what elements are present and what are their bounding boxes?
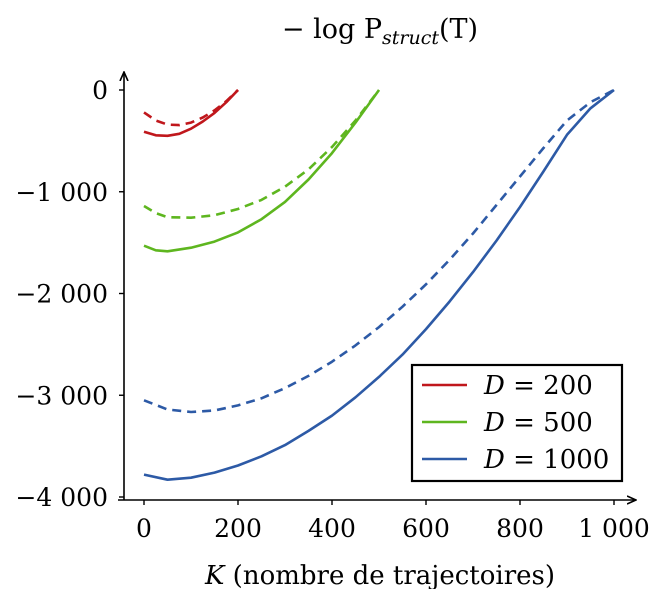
x-axis-label-text: (nombre de trajectoires) [224,561,555,589]
legend-entry-label: D = 500 [483,408,593,438]
title-main: − log P [282,14,382,45]
x-axis-variable: K [204,561,226,589]
series-line-dashed [143,89,381,219]
axis-tick-labels: 0 200 400 600 800 1 000 0 −1 000 −2 000 −3 000 −4 … [15,76,649,543]
y-tick-label: −1 000 [15,178,108,207]
y-tick-label: −3 000 [15,381,108,410]
title-subscript: struct [382,27,439,49]
y-tick-label: 0 [92,76,108,105]
x-tick-label: 600 [402,514,450,543]
chart-title: − log Pstruct(T) [282,14,478,49]
axis-ticks [119,89,615,505]
series-line-dashed [143,89,239,127]
y-tick-label: −2 000 [15,280,108,309]
x-tick-label: 200 [214,514,262,543]
legend-entry-label: D = 1000 [483,445,609,475]
x-tick-label: 0 [136,514,152,543]
x-axis-label: K (nombre de trajectoires) [204,561,555,589]
x-tick-label: 800 [496,514,544,543]
series-line-solid [143,89,381,253]
series-group [143,88,615,481]
series-line-dashed [143,88,615,414]
y-tick-label: −4 000 [15,483,108,512]
title-suffix: (T) [439,14,478,45]
x-tick-label: 1 000 [578,514,650,543]
legend-entry-label: D = 200 [483,371,593,401]
legend: D = 200 D = 500 D = 1000 [410,363,624,483]
x-tick-label: 400 [308,514,356,543]
series-line-solid [143,88,615,481]
series-line-solid [143,89,239,138]
